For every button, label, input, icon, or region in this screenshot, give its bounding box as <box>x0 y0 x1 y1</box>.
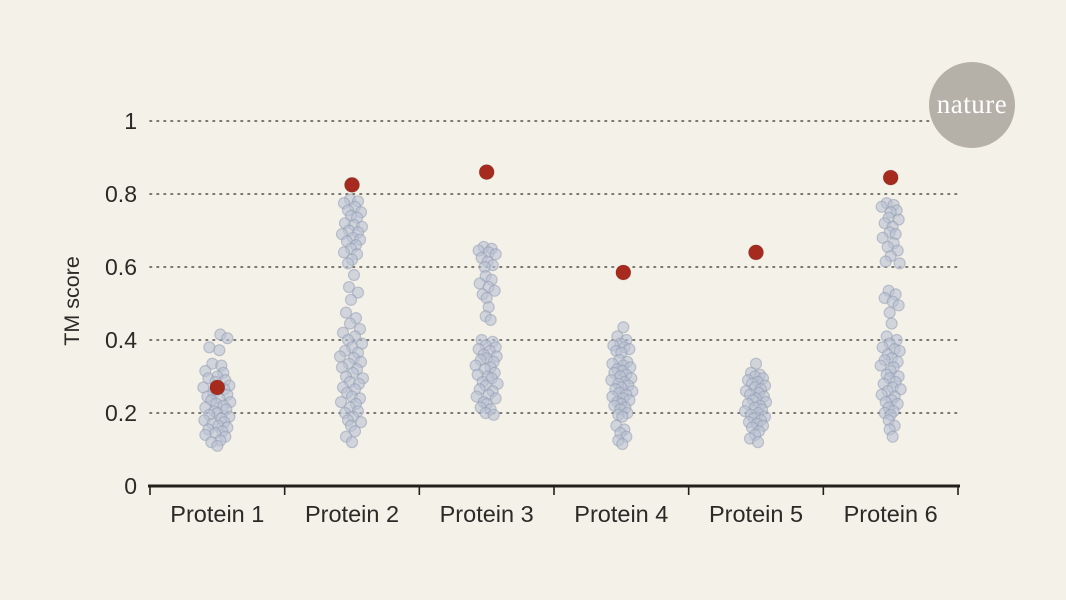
data-point <box>339 306 353 319</box>
data-point <box>488 284 501 297</box>
y-tick-label: 0.2 <box>105 400 137 426</box>
data-point <box>344 293 358 306</box>
x-category-labels: Protein 1 Protein 2 Protein 3 Protein 4 Prot… <box>170 501 937 527</box>
data-point <box>893 257 906 270</box>
x-category-label: Protein 4 <box>574 501 668 527</box>
x-axis <box>148 484 960 495</box>
x-category-label: Protein 3 <box>440 501 534 527</box>
data-point <box>616 410 629 423</box>
data-point <box>347 268 361 282</box>
data-point <box>751 436 765 449</box>
highlight-point <box>615 264 632 281</box>
x-category-label: Protein 5 <box>709 501 803 527</box>
highlight-point <box>478 164 495 181</box>
data-point <box>348 425 362 438</box>
data-point <box>883 306 896 319</box>
y-tick-label: 0.8 <box>105 181 137 207</box>
data-point <box>211 439 224 452</box>
data-point <box>879 255 892 268</box>
data-point <box>875 200 888 213</box>
data-point <box>886 430 899 443</box>
y-axis-title: TM score <box>60 256 84 346</box>
data-point <box>337 246 351 259</box>
data-point <box>874 359 887 372</box>
data-point <box>876 231 889 244</box>
highlight-point <box>748 244 764 261</box>
data-point <box>616 437 629 451</box>
data-point <box>351 286 365 299</box>
y-tick-label: 0.6 <box>105 254 137 280</box>
data-point <box>333 350 347 363</box>
y-tick-labels: 0 0.2 0.4 0.6 0.8 1 <box>105 108 137 499</box>
highlight-point <box>209 379 226 396</box>
data-point <box>334 395 348 409</box>
data-point <box>341 257 355 270</box>
data-point <box>489 392 502 405</box>
data-point <box>487 408 500 421</box>
data-point <box>749 357 763 370</box>
nature-logo-label: nature <box>936 88 1008 119</box>
nature-logo: nature <box>929 62 1015 148</box>
data-point <box>203 341 216 354</box>
data-point <box>489 248 502 261</box>
data-point <box>617 321 630 334</box>
sample-points <box>197 193 907 452</box>
data-point <box>343 317 357 330</box>
gridlines <box>149 120 959 414</box>
x-category-label: Protein 1 <box>170 501 264 527</box>
data-point <box>892 299 905 312</box>
data-point <box>345 436 359 449</box>
data-point <box>885 317 898 330</box>
y-tick-label: 1 <box>124 108 137 134</box>
highlight-points <box>209 164 899 396</box>
highlight-point <box>344 176 360 193</box>
data-point <box>213 344 226 357</box>
data-point <box>484 313 497 327</box>
data-point <box>221 332 234 345</box>
highlight-point <box>882 169 899 186</box>
x-category-label: Protein 2 <box>305 501 399 527</box>
y-tick-label: 0.4 <box>105 327 137 353</box>
y-tick-label: 0 <box>124 473 137 499</box>
x-category-label: Protein 6 <box>844 501 938 527</box>
data-point <box>342 280 356 294</box>
